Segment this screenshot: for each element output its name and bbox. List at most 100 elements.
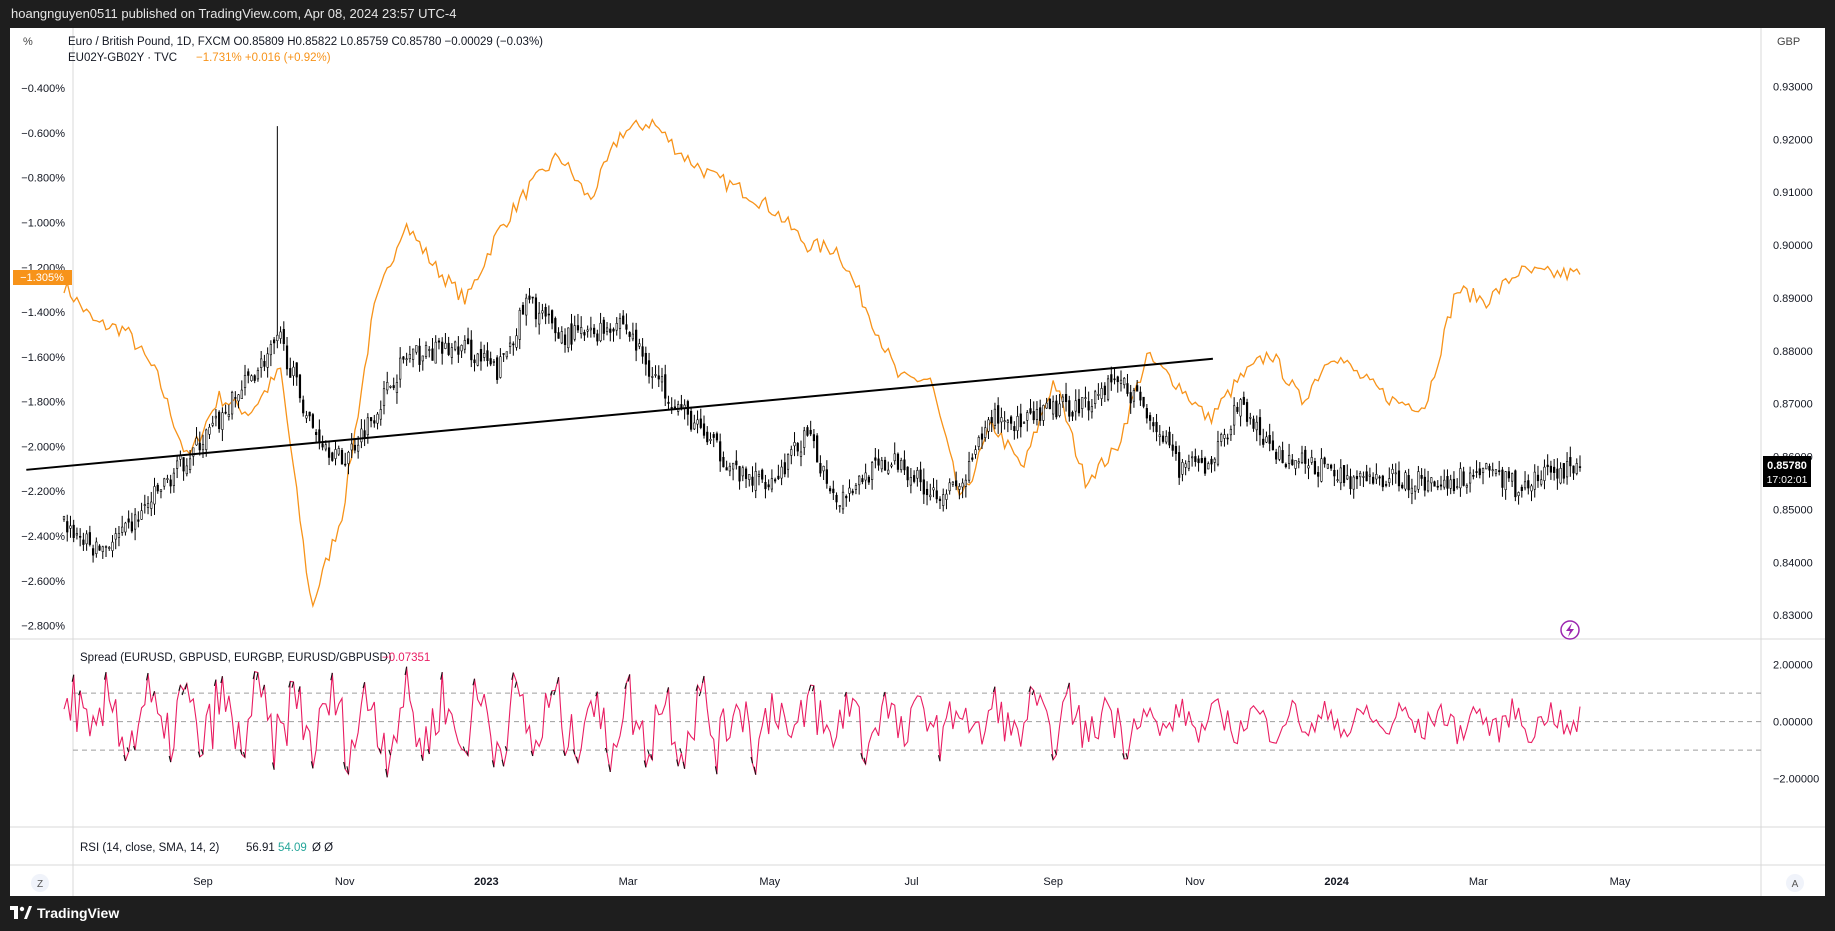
candle [583, 329, 586, 341]
candle [887, 461, 890, 475]
candle-body [1572, 465, 1575, 474]
candle [725, 460, 728, 471]
candle-body [263, 360, 266, 367]
candle [916, 466, 919, 487]
candle-body [1339, 467, 1342, 484]
time-tick-label: 2023 [474, 876, 498, 888]
candle-body [1013, 426, 1016, 432]
candle-body [1449, 479, 1452, 489]
candle [770, 469, 773, 493]
candle-body [240, 389, 243, 399]
candle-body [1281, 450, 1284, 464]
candle-body [605, 327, 609, 332]
candle-body [1294, 460, 1297, 469]
tradingview-logo[interactable]: TradingView [10, 905, 119, 921]
candle [1362, 471, 1365, 488]
candle-body [1090, 406, 1094, 413]
candle-body [586, 329, 589, 332]
candle-body [353, 444, 357, 451]
rsi-value-1: 56.91 [246, 842, 275, 854]
candle [1032, 401, 1035, 424]
candle-body [1268, 435, 1271, 444]
candle-body [961, 482, 964, 488]
candle [450, 343, 453, 365]
candle-body [967, 461, 971, 481]
left-tick-label: −2.800% [21, 621, 65, 633]
candle [722, 451, 725, 468]
candle-body [479, 349, 483, 362]
candle-body [305, 415, 308, 419]
candle [1475, 460, 1478, 478]
candle-body [538, 312, 541, 325]
scale-mode-right-button[interactable]: A [1786, 874, 1804, 892]
candle [460, 344, 463, 358]
candle [974, 445, 977, 459]
candle [874, 447, 877, 469]
lightning-icon[interactable] [1560, 620, 1580, 640]
left-tick-label: −0.800% [21, 173, 65, 185]
candle-body [1304, 449, 1307, 464]
candle-body [576, 325, 580, 331]
candle [1203, 456, 1207, 476]
candle [166, 474, 169, 484]
time-tick-label: Sep [1043, 876, 1063, 888]
candle-body [137, 519, 140, 522]
spread-legend: Spread (EURUSD, GBPUSD, EURGBP, EURUSD/G… [80, 652, 430, 664]
candle-body [69, 525, 72, 529]
candle-body [1323, 457, 1326, 465]
candle-body [1352, 476, 1355, 490]
candle-body [1045, 402, 1048, 409]
candle-body [1420, 475, 1423, 479]
candle-body [664, 374, 667, 399]
candle [114, 527, 117, 550]
candle-body [1439, 484, 1443, 487]
candle [1410, 478, 1414, 505]
candle [457, 336, 460, 363]
candle-body [85, 533, 88, 545]
candle-body [980, 433, 984, 440]
candle-body [1016, 416, 1019, 431]
candle-body [1456, 486, 1459, 488]
candle [683, 399, 686, 420]
chart-canvas[interactable]: % GBP −0.400%−0.600%−0.800%−1.000%−1.200… [10, 28, 1825, 896]
candle-body [550, 310, 554, 324]
scale-mode-left-button[interactable]: Z [31, 874, 49, 892]
candle-body [1559, 468, 1562, 484]
candle [806, 425, 809, 437]
candle [1481, 467, 1485, 485]
candle [1171, 433, 1174, 457]
candle-body [260, 358, 263, 368]
candle-body [337, 448, 340, 455]
candle-body [269, 344, 272, 356]
candle [1517, 491, 1520, 505]
candle [379, 400, 382, 426]
candle [751, 466, 754, 493]
candle-body [418, 345, 421, 365]
candle [1281, 441, 1284, 464]
candle [651, 367, 654, 389]
candle [1388, 467, 1391, 487]
candle [424, 341, 428, 359]
candle [1397, 461, 1401, 492]
candle-body [1207, 463, 1210, 470]
candle [644, 346, 647, 376]
candle [389, 385, 392, 389]
candle [473, 354, 476, 372]
candle-body [1029, 408, 1032, 414]
candle [1355, 470, 1359, 489]
candle [1456, 478, 1459, 490]
candle-body [476, 353, 479, 366]
candle-body [925, 488, 929, 496]
candle-body [130, 521, 133, 532]
candle [631, 322, 635, 342]
candle-body [625, 324, 628, 330]
trendline[interactable] [26, 357, 1213, 471]
candle-body [466, 338, 470, 345]
left-tick-label: −1.600% [21, 352, 65, 364]
candle [295, 362, 298, 386]
candle-body [340, 450, 344, 465]
candle [1016, 405, 1019, 439]
candle [79, 528, 82, 547]
candle [1430, 477, 1433, 492]
candle-body [159, 489, 163, 493]
